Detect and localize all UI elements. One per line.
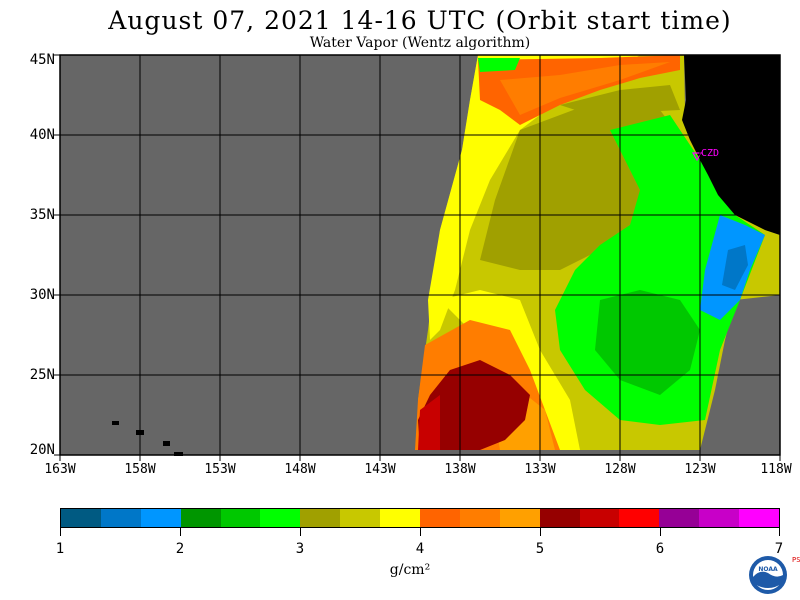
scale-label-2: 2 bbox=[175, 541, 185, 557]
orange-band-north-2 bbox=[500, 62, 670, 115]
lon-label-138w: 138W bbox=[444, 462, 476, 477]
color-swatch bbox=[499, 509, 540, 527]
noaa-logo: NOAA bbox=[749, 556, 787, 594]
lon-label-128w: 128W bbox=[604, 462, 636, 477]
color-swatch bbox=[539, 509, 580, 527]
map-title: August 07, 2021 14-16 UTC (Orbit start t… bbox=[108, 6, 732, 35]
dark-red-core bbox=[418, 360, 530, 450]
scale-label-5: 5 bbox=[535, 541, 545, 557]
scale-label-7: 7 bbox=[774, 541, 784, 557]
scale-tick bbox=[779, 528, 780, 536]
lon-label-158w: 158W bbox=[124, 462, 156, 477]
green-top-patch bbox=[478, 58, 520, 72]
map-frame bbox=[59, 54, 781, 456]
color-swatch bbox=[739, 509, 780, 527]
color-swatch bbox=[459, 509, 500, 527]
scale-label-3: 3 bbox=[295, 541, 305, 557]
station-label: CZD bbox=[701, 148, 719, 159]
lon-label-163w: 163W bbox=[44, 462, 76, 477]
map-grid bbox=[60, 55, 780, 455]
lat-label-35n: 35N bbox=[29, 207, 55, 223]
color-swatch bbox=[340, 509, 381, 527]
lat-label-20n: 20N bbox=[29, 442, 55, 458]
red-edge bbox=[418, 395, 440, 450]
water-vapor-field bbox=[415, 55, 780, 450]
scale-tick bbox=[660, 528, 661, 536]
color-swatch bbox=[659, 509, 700, 527]
color-swatch bbox=[180, 509, 221, 527]
blue-inner bbox=[722, 245, 748, 290]
scale-tick bbox=[60, 528, 61, 536]
scale-tick bbox=[300, 528, 301, 536]
station-marker bbox=[691, 152, 703, 162]
scale-units: g/cm² bbox=[389, 562, 431, 578]
scale-tick bbox=[180, 528, 181, 536]
lon-label-153w: 153W bbox=[204, 462, 236, 477]
yellow-band-north bbox=[428, 55, 640, 340]
color-swatch bbox=[100, 509, 141, 527]
land-mass bbox=[682, 55, 780, 235]
color-swatch bbox=[619, 509, 660, 527]
lon-label-148w: 148W bbox=[284, 462, 316, 477]
lon-label-143w: 143W bbox=[364, 462, 396, 477]
color-swatch bbox=[61, 509, 101, 527]
dark-green-core bbox=[595, 290, 700, 395]
color-swatch bbox=[420, 509, 460, 527]
color-swatch bbox=[140, 509, 181, 527]
lon-label-133w: 133W bbox=[524, 462, 556, 477]
color-scale-bar bbox=[60, 508, 780, 528]
scale-label-4: 4 bbox=[415, 541, 425, 557]
color-swatch bbox=[300, 509, 341, 527]
axis-ticks bbox=[54, 54, 781, 461]
lat-label-30n: 30N bbox=[29, 287, 55, 303]
color-swatch bbox=[220, 509, 261, 527]
scale-label-6: 6 bbox=[655, 541, 665, 557]
psl-label: PSL bbox=[792, 556, 800, 564]
lat-label-40n: 40N bbox=[29, 127, 55, 143]
lon-label-123w: 123W bbox=[684, 462, 716, 477]
noaa-logo-text: NOAA bbox=[758, 566, 778, 573]
scale-tick bbox=[540, 528, 541, 536]
color-swatch bbox=[380, 509, 421, 527]
color-swatch bbox=[579, 509, 620, 527]
map-subtitle: Water Vapor (Wentz algorithm) bbox=[309, 35, 531, 51]
scale-label-1: 1 bbox=[55, 541, 65, 557]
lat-label-25n: 25N bbox=[29, 367, 55, 383]
scale-tick bbox=[420, 528, 421, 536]
lon-label-118w: 118W bbox=[760, 462, 792, 477]
color-swatch bbox=[260, 509, 301, 527]
lat-label-45n: 45N bbox=[29, 52, 55, 68]
color-swatch bbox=[699, 509, 740, 527]
